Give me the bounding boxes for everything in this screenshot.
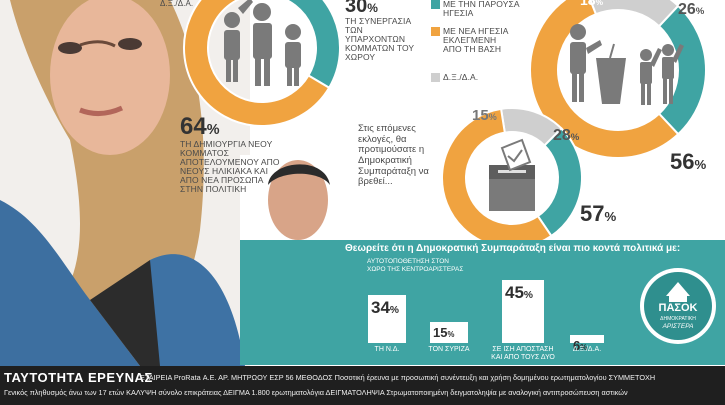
pie3-value-28: 28% [553,127,580,144]
pie2-value-56: 56% [670,149,707,174]
pasok-logo [640,268,716,344]
footer-title: ΤΑΥΤΟΤΗΤΑ ΕΡΕΥΝΑΣ [4,370,153,385]
bar-category-label: ΤΗ Ν.Δ. [374,346,400,353]
survey-identity-footer: ΤΑΥΤΟΤΗΤΑ ΕΡΕΥΝΑΣ ΕΤΑΙΡΕΙΑ ProRata Α.Ε. … [0,366,725,405]
bar-value-label: 15% [433,325,455,340]
pie-slice [441,107,553,249]
ballot-box-icon [489,138,535,211]
bar [430,322,468,343]
legend-swatch-new [431,27,440,36]
legend-current-label: ΜΕ ΤΗΝ ΠΑΡΟΥΣΑ ΗΓΕΣΙΑ [443,0,520,18]
logo-sub1: ΔΗΜΟΚΡΑΤΙΚΗ [660,316,696,322]
bar-category-label: ΤΟΝ ΣΥΡΙΖΑ [428,346,470,353]
logo-name: ΠΑΣΟΚ [658,302,698,314]
pie3-value-57: 57% [580,201,617,226]
elections-question: Στις επόμενες εκλογές, θα προτιμούσατε η… [358,123,429,188]
footer-line-1: ΕΤΑΙΡΕΙΑ ProRata Α.Ε. ΑΡ. ΜΗΤΡΩΟΥ ΕΣΡ 56… [140,373,656,382]
pie1-caption-cooperation: ΤΗ ΣΥΝΕΡΓΑΣΙΑ ΤΩΝ ΥΠΑΡΧΟΝΤΩΝ ΚΟΜΜΑΤΩΝ ΤΟ… [345,16,415,62]
bar [368,295,406,343]
legend-swatch-dkda [431,73,440,82]
bar-value-label: 45% [505,283,533,302]
bar-chart-title: Θεωρείτε ότι η Δημοκρατική Συμπαράταξη ε… [345,243,681,254]
pie1-caption-new-party: ΤΗ ΔΗΜΙΟΥΡΓΙΑ ΝΕΟΥ ΚΟΜΜΑΤΟΣ ΑΠΟΤΕΛΟΥΜΕΝΟ… [180,139,280,194]
top-dkda-label: Δ.Ξ./Δ.Α. [160,0,194,8]
pie-chart-elections [441,107,583,249]
legend-swatch-current [431,0,440,9]
legend-new-label: ΜΕ ΝΕΑ ΗΓΕΣΙΑ ΕΚΛΕΓΜΕΝΗ ΑΠΟ ΤΗ ΒΑΣΗ [443,26,509,54]
pie-chart-cooperation [183,0,341,127]
bar [502,280,544,343]
pie2-value-18: 18% [580,0,604,8]
pie2-value-26: 26% [678,1,705,18]
speaker-podium-icon [570,24,684,105]
pie-slice [183,0,331,127]
bar-category-label: ΣΕ ΙΣΗ ΑΠΟΣΤΑΣΗ ΚΑΙ ΑΠΟ ΤΟΥΣ ΔΥΟ [491,346,555,361]
bar-chart-subtitle: ΑΥΤΟΤΟΠΟΘΕΤΗΣΗ ΣΤΟΝ ΧΩΡΟ ΤΗΣ ΚΕΝΤΡΟΑΡΙΣΤ… [367,258,464,273]
logo-sub2: ΑΡΙΣΤΕΡΑ [662,323,694,330]
footer-line-2: Γενικός πληθυσμός άνω των 17 ετών ΚΑΛΥΨΗ… [4,388,628,397]
bar-value-label: 6% [573,337,588,353]
bar [570,334,604,343]
pie3-value-15: 15% [472,107,497,124]
pie1-value-30: 30% [345,0,378,17]
bar-value-label: 34% [371,298,399,318]
pie1-value-64: 64% [180,113,220,140]
bar-chart-panel: Θεωρείτε ότι η Δημοκρατική Συμπαράταξη ε… [240,240,725,365]
people-group-icon [224,0,301,86]
bar-category-label: Δ.Ξ./Δ.Α. [572,346,602,353]
pie-slice [529,0,680,159]
pie-slice [284,0,341,90]
legend-dkda-label: Δ.Ξ./Δ.Α. [443,72,479,82]
